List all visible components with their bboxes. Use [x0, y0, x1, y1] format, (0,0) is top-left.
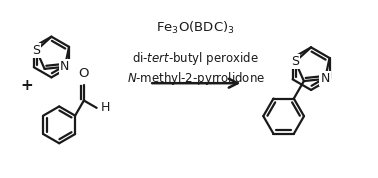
Text: O: O: [79, 67, 89, 80]
Text: N: N: [60, 60, 70, 73]
Text: di-$\mathit{tert}$-butyl peroxide: di-$\mathit{tert}$-butyl peroxide: [132, 51, 259, 67]
Text: S: S: [291, 55, 299, 68]
Text: S: S: [32, 44, 40, 57]
Text: Fe$_3$O(BDC)$_3$: Fe$_3$O(BDC)$_3$: [156, 20, 235, 36]
Text: $\mathit{N}$-methyl-2-pyrrolidone: $\mathit{N}$-methyl-2-pyrrolidone: [127, 70, 265, 87]
Text: N: N: [321, 72, 330, 85]
Text: +: +: [21, 78, 34, 93]
Text: H: H: [101, 101, 110, 114]
